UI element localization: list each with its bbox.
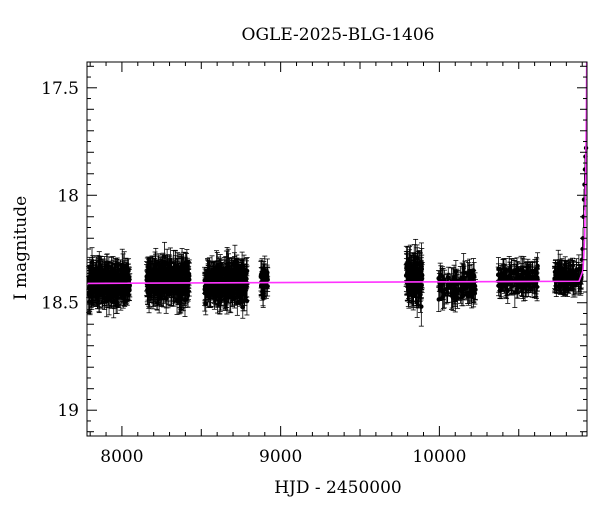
data-point xyxy=(172,284,178,289)
data-point xyxy=(242,290,247,295)
data-point xyxy=(411,268,416,273)
data-point xyxy=(235,273,241,278)
data-point xyxy=(165,269,170,274)
data-point xyxy=(202,287,208,293)
data-point xyxy=(205,273,210,279)
data-point xyxy=(420,273,425,278)
data-point xyxy=(145,277,150,282)
data-point xyxy=(206,284,211,289)
season-5 xyxy=(403,238,425,327)
data-point xyxy=(223,293,228,298)
data-point xyxy=(125,274,130,279)
data-point xyxy=(175,263,180,269)
data-point xyxy=(417,263,423,269)
data-point xyxy=(178,272,184,277)
data-point xyxy=(413,255,418,261)
data-point xyxy=(90,268,96,273)
data-point xyxy=(115,271,121,277)
data-point xyxy=(127,283,132,288)
data-point xyxy=(91,288,96,294)
data-point xyxy=(178,295,184,300)
data-point xyxy=(179,290,184,296)
data-point xyxy=(414,287,419,293)
data-point xyxy=(108,295,114,300)
data-point xyxy=(160,269,165,274)
data-point xyxy=(260,282,265,288)
data-point xyxy=(106,270,112,275)
season-6 xyxy=(436,253,478,313)
data-point xyxy=(408,277,414,282)
data-point xyxy=(88,272,94,277)
data-point xyxy=(216,277,221,282)
data-point xyxy=(223,270,229,276)
chart-title: OGLE-2025-BLG-1406 xyxy=(242,25,435,45)
data-point xyxy=(172,273,177,278)
data-point xyxy=(239,276,244,282)
data-point xyxy=(179,262,185,268)
data-point xyxy=(161,275,167,280)
data-point xyxy=(87,294,93,299)
data-point xyxy=(158,274,163,280)
x-axis-title: HJD - 2450000 xyxy=(274,478,402,498)
data-point xyxy=(414,271,419,276)
data-point xyxy=(419,304,424,309)
data-point xyxy=(232,296,237,301)
data-point xyxy=(445,283,450,288)
data-point xyxy=(244,276,249,282)
data-point xyxy=(406,272,412,277)
data-point xyxy=(185,276,190,281)
data-point xyxy=(148,274,153,279)
data-point xyxy=(96,292,102,297)
data-point xyxy=(152,275,157,280)
data-point xyxy=(449,293,454,298)
data-point xyxy=(222,285,228,290)
data-point xyxy=(217,293,223,299)
data-point xyxy=(165,277,171,282)
data-point xyxy=(112,277,117,282)
data-point xyxy=(96,271,101,277)
data-point xyxy=(263,278,268,283)
season-4 xyxy=(258,255,271,308)
data-point xyxy=(94,286,99,291)
data-point xyxy=(163,296,169,301)
data-point xyxy=(100,283,105,288)
y-axis-title: I magnitude xyxy=(11,196,31,300)
